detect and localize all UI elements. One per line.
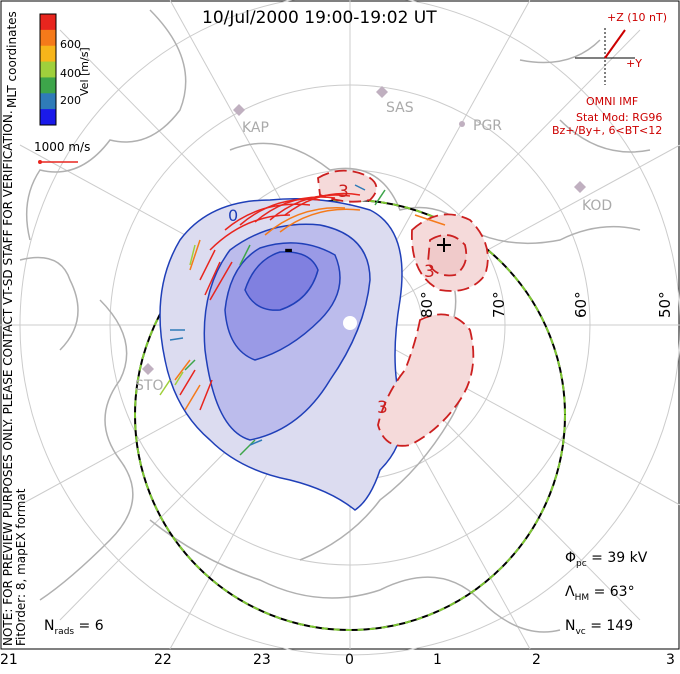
station-kod: KOD <box>582 198 613 214</box>
mlt-label-0: 0 <box>345 652 354 668</box>
imf-clock-vector <box>604 29 626 59</box>
colorbar-swatch <box>40 77 56 94</box>
velocity-colorbar <box>40 14 56 126</box>
colorbar-swatch <box>40 29 56 47</box>
lat-label-60: 60° <box>572 291 590 318</box>
mlt-label-23: 23 <box>253 652 271 668</box>
stat-n-vc: Nvc = 149 <box>565 618 634 637</box>
stat-model: Stat Mod: RG96 <box>576 111 663 124</box>
contour-three-b: 3 <box>424 262 435 282</box>
reference-vector <box>38 160 78 164</box>
contour-min-label: - <box>284 238 294 263</box>
scale-label: 1000 m/s <box>34 140 91 154</box>
colorbar-swatch <box>40 93 56 110</box>
stat-lambda-hm: ΛHM = 63° <box>565 584 635 603</box>
contour-zero-label: 0 <box>228 206 239 225</box>
colorbar-tick-400: 400 <box>60 67 81 80</box>
negative-potential-cell <box>159 198 404 511</box>
mlt-label-1: 1 <box>433 652 442 668</box>
stat-phi-pc: Φpc = 39 kV <box>565 550 648 569</box>
pole-marker <box>343 316 357 330</box>
coastlines <box>19 9 651 633</box>
station-sto: STO <box>135 378 164 394</box>
colorbar-swatch <box>40 14 56 31</box>
station-pgr: PGR <box>473 118 503 134</box>
mlt-label-22: 22 <box>154 652 172 668</box>
lat-label-70: 70° <box>490 291 508 318</box>
imf-condition: Bz+/By+, 6<BT<12 <box>552 124 663 137</box>
colorbar-swatch <box>40 109 56 126</box>
colorbar-tick-200: 200 <box>60 94 81 107</box>
contour-three-c: 3 <box>377 398 388 418</box>
potential-max-marker <box>437 238 451 252</box>
coords-label: MLT coordinates <box>5 11 19 108</box>
contour-three-a: 3 <box>338 182 349 202</box>
stat-n-rads: Nrads = 6 <box>44 618 104 637</box>
colorbar-tick-600: 600 <box>60 38 81 51</box>
preview-note: NOTE: FOR PREVIEW PURPOSES ONLY. PLEASE … <box>1 110 15 646</box>
colorbar-swatch <box>40 45 56 63</box>
colorbar-frame <box>39 13 57 126</box>
colorbar-swatch <box>40 61 56 78</box>
lat-label-50: 50° <box>656 291 674 318</box>
map-title: 10/Jul/2000 19:00-19:02 UT <box>202 8 437 28</box>
mlt-label-2: 2 <box>532 652 541 668</box>
station-kap: KAP <box>242 120 269 136</box>
imf-source: OMNI IMF <box>586 95 639 108</box>
fit-order-note: FitOrder: 8, mapEX format <box>14 488 28 646</box>
imf-z-label: +Z (10 nT) <box>607 11 668 24</box>
station-sas: SAS <box>386 100 414 116</box>
station-markers <box>142 86 586 375</box>
velocity-vectors <box>159 184 446 456</box>
lat-label-80: 80° <box>418 291 436 318</box>
imf-y-label: +Y <box>626 57 642 70</box>
mlt-label-3: 3 <box>666 652 675 668</box>
mlt-label-21: 21 <box>0 652 18 668</box>
